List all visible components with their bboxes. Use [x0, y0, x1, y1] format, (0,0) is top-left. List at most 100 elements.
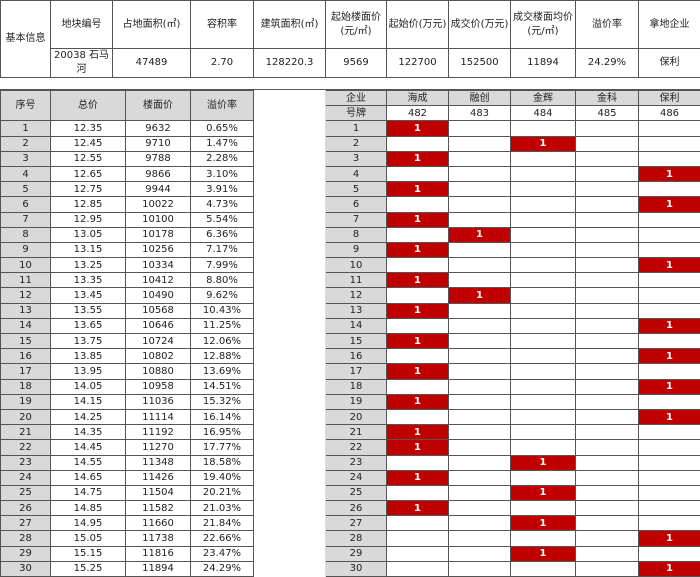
- floor-price[interactable]: 11504: [125, 484, 191, 502]
- premium-rate[interactable]: 6.36%: [190, 226, 254, 243]
- bid-empty-cell[interactable]: [448, 257, 511, 274]
- bid-empty-cell[interactable]: [448, 454, 511, 471]
- bid-empty-cell[interactable]: [575, 196, 639, 213]
- total-price[interactable]: 13.65: [50, 317, 126, 335]
- round-number[interactable]: 15: [325, 332, 387, 350]
- round-number[interactable]: 5: [0, 181, 51, 198]
- bid-empty-cell[interactable]: [575, 211, 639, 228]
- bid-mark-cell[interactable]: 1: [638, 348, 700, 365]
- floor-price[interactable]: 9788: [125, 150, 191, 167]
- bid-empty-cell[interactable]: [448, 332, 511, 350]
- bid-empty-cell[interactable]: [638, 302, 700, 319]
- round-number[interactable]: 26: [325, 500, 387, 517]
- blank-cell[interactable]: [253, 561, 326, 577]
- bid-empty-cell[interactable]: [510, 439, 576, 456]
- total-price[interactable]: 14.35: [50, 424, 126, 441]
- info-value-cell[interactable]: 122700: [386, 48, 449, 78]
- floor-price[interactable]: 10412: [125, 272, 191, 289]
- bid-empty-cell[interactable]: [448, 196, 511, 213]
- round-number[interactable]: 14: [325, 317, 387, 335]
- bid-mark-cell[interactable]: 1: [638, 257, 700, 274]
- floor-price[interactable]: 9632: [125, 120, 191, 137]
- round-number[interactable]: 9: [325, 241, 387, 259]
- round-number[interactable]: 7: [0, 211, 51, 228]
- round-number[interactable]: 10: [0, 257, 51, 274]
- round-number[interactable]: 19: [0, 393, 51, 410]
- round-number[interactable]: 20: [325, 408, 387, 426]
- info-value-cell[interactable]: 20038 石马河: [50, 48, 113, 78]
- bid-empty-cell[interactable]: [448, 408, 511, 426]
- bid-empty-cell[interactable]: [510, 287, 576, 304]
- round-number[interactable]: 5: [325, 181, 387, 198]
- info-header-cell[interactable]: 起始价(万元): [386, 0, 449, 49]
- round-number[interactable]: 4: [325, 165, 387, 183]
- bid-empty-cell[interactable]: [575, 439, 639, 456]
- company-number-cell[interactable]: 484: [510, 105, 576, 122]
- round-number[interactable]: 26: [0, 500, 51, 517]
- total-price[interactable]: 14.25: [50, 408, 126, 426]
- floor-price[interactable]: 10646: [125, 317, 191, 335]
- bid-mark-cell[interactable]: 1: [510, 454, 576, 471]
- bid-empty-cell[interactable]: [386, 484, 449, 502]
- bid-empty-cell[interactable]: [575, 226, 639, 243]
- blank-cell[interactable]: [253, 470, 326, 486]
- blank-cell[interactable]: [253, 196, 326, 212]
- round-number[interactable]: 27: [0, 515, 51, 532]
- bid-mark-cell[interactable]: 1: [510, 545, 576, 562]
- bid-empty-cell[interactable]: [448, 530, 511, 547]
- bid-empty-cell[interactable]: [510, 226, 576, 243]
- round-number[interactable]: 1: [0, 120, 51, 137]
- floor-price[interactable]: 10100: [125, 211, 191, 228]
- round-number[interactable]: 18: [0, 378, 51, 395]
- blank-cell[interactable]: [253, 272, 326, 288]
- bid-empty-cell[interactable]: [448, 469, 511, 486]
- round-number[interactable]: 24: [0, 469, 51, 486]
- round-header-cell[interactable]: 总价: [50, 89, 126, 122]
- info-header-cell[interactable]: 地块编号: [50, 0, 113, 49]
- blank-cell[interactable]: [253, 348, 326, 364]
- bid-empty-cell[interactable]: [510, 393, 576, 410]
- round-number[interactable]: 15: [0, 332, 51, 350]
- premium-rate[interactable]: 8.80%: [190, 272, 254, 289]
- premium-rate[interactable]: 17.77%: [190, 439, 254, 456]
- bid-empty-cell[interactable]: [510, 150, 576, 167]
- bid-mark-cell[interactable]: 1: [638, 378, 700, 395]
- round-number[interactable]: 14: [0, 317, 51, 335]
- bid-empty-cell[interactable]: [510, 317, 576, 335]
- bid-empty-cell[interactable]: [448, 363, 511, 380]
- bid-mark-cell[interactable]: 1: [510, 135, 576, 152]
- bid-mark-cell[interactable]: 1: [638, 408, 700, 426]
- bid-mark-cell[interactable]: 1: [386, 241, 449, 259]
- round-number[interactable]: 11: [0, 272, 51, 289]
- bid-empty-cell[interactable]: [510, 181, 576, 198]
- round-number[interactable]: 21: [0, 424, 51, 441]
- blank-cell[interactable]: [253, 409, 326, 425]
- total-price[interactable]: 13.55: [50, 302, 126, 319]
- bid-empty-cell[interactable]: [638, 120, 700, 137]
- floor-price[interactable]: 10178: [125, 226, 191, 243]
- premium-rate[interactable]: 5.54%: [190, 211, 254, 228]
- blank-cell[interactable]: [253, 227, 326, 243]
- number-label[interactable]: 号牌: [325, 105, 387, 122]
- total-price[interactable]: 13.15: [50, 241, 126, 259]
- bid-empty-cell[interactable]: [638, 226, 700, 243]
- bid-empty-cell[interactable]: [448, 378, 511, 395]
- bid-mark-cell[interactable]: 1: [510, 515, 576, 532]
- bid-mark-cell[interactable]: 1: [638, 530, 700, 547]
- bid-empty-cell[interactable]: [575, 393, 639, 410]
- round-number[interactable]: 18: [325, 378, 387, 395]
- bid-mark-cell[interactable]: 1: [638, 196, 700, 213]
- bid-empty-cell[interactable]: [575, 317, 639, 335]
- total-price[interactable]: 12.45: [50, 135, 126, 152]
- round-number[interactable]: 29: [0, 545, 51, 562]
- bid-empty-cell[interactable]: [510, 196, 576, 213]
- blank-cell[interactable]: [253, 394, 326, 410]
- total-price[interactable]: 12.95: [50, 211, 126, 228]
- bid-empty-cell[interactable]: [638, 135, 700, 152]
- round-number[interactable]: 25: [325, 484, 387, 502]
- bid-empty-cell[interactable]: [386, 165, 449, 183]
- round-number[interactable]: 3: [0, 150, 51, 167]
- blank-cell[interactable]: [253, 181, 326, 197]
- floor-price[interactable]: 10022: [125, 196, 191, 213]
- premium-rate[interactable]: 12.88%: [190, 348, 254, 365]
